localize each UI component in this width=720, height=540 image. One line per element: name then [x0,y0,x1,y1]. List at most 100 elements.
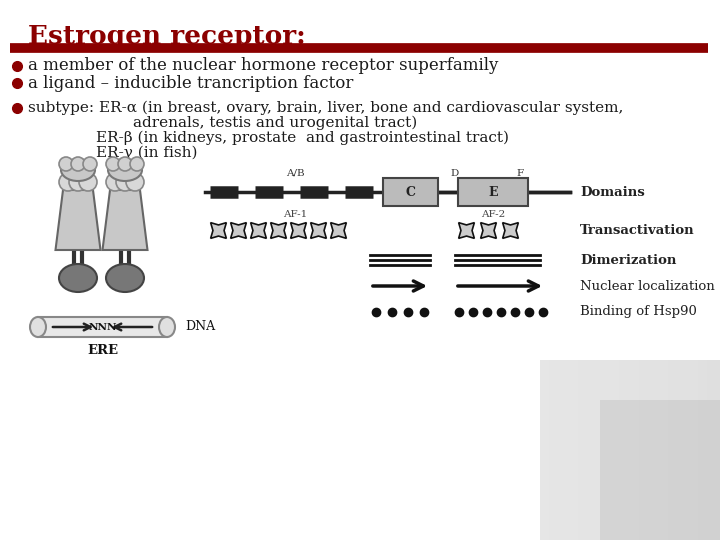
Bar [600,360,603,540]
Bar [590,360,592,540]
Bar [562,360,564,540]
Text: a ligand – inducible trancription factor: a ligand – inducible trancription factor [28,75,354,91]
Ellipse shape [108,159,142,181]
Ellipse shape [30,317,46,337]
Bar [585,360,588,540]
Bar [678,360,680,540]
Bar [578,360,580,540]
Bar [682,360,684,540]
Bar [652,360,654,540]
Bar [596,360,598,540]
Bar [540,360,542,540]
Bar [664,360,666,540]
Text: F: F [516,169,523,178]
Bar [642,360,644,540]
Text: C: C [405,186,415,199]
Bar [38,317,167,337]
Text: E: E [488,186,498,199]
Bar [556,360,558,540]
Circle shape [59,173,77,191]
Bar [603,360,606,540]
Circle shape [71,157,85,171]
Bar [636,360,639,540]
Bar [668,360,670,540]
Bar [714,360,716,540]
Bar [567,360,570,540]
Bar [540,360,720,540]
Bar [580,360,582,540]
Circle shape [79,173,97,191]
Text: ERE: ERE [88,344,119,357]
Bar [544,360,546,540]
Circle shape [69,173,87,191]
Bar [718,360,720,540]
Bar [670,360,672,540]
Bar [618,360,621,540]
Bar [662,360,664,540]
Bar [624,360,626,540]
Bar [672,360,675,540]
Bar [582,360,585,540]
Bar [600,400,720,540]
Bar [688,360,690,540]
Bar [704,360,706,540]
Bar [646,360,648,540]
Bar [698,360,700,540]
Text: Nuclear localization: Nuclear localization [580,280,715,293]
Bar [552,360,554,540]
Ellipse shape [159,317,175,337]
Bar [592,360,594,540]
Bar [628,360,630,540]
Text: Dimerization: Dimerization [580,253,676,267]
Text: AF-2: AF-2 [481,210,505,219]
Bar [626,360,628,540]
Bar [594,360,596,540]
Bar [572,360,574,540]
Bar [608,360,610,540]
Text: NNN: NNN [89,322,117,332]
Bar [660,360,662,540]
Bar [549,360,552,540]
Text: Domains: Domains [580,186,644,199]
Ellipse shape [61,159,95,181]
Bar [606,360,608,540]
Bar [546,360,549,540]
Bar [657,360,660,540]
Bar [554,360,556,540]
Bar [708,360,711,540]
Bar [686,360,688,540]
Bar [706,360,708,540]
Bar [639,360,642,540]
Bar [616,360,618,540]
Bar [632,360,634,540]
Bar [634,360,636,540]
Bar [612,360,614,540]
Polygon shape [102,190,148,250]
Bar [614,360,616,540]
Text: Transactivation: Transactivation [580,224,695,237]
Bar [693,360,696,540]
Bar [542,360,544,540]
Text: Estrogen receptor:: Estrogen receptor: [28,24,306,49]
Circle shape [126,173,144,191]
Circle shape [106,173,124,191]
Circle shape [83,157,97,171]
Bar [576,360,578,540]
Text: ER-β (in kidneys, prostate  and gastrointestinal tract): ER-β (in kidneys, prostate and gastroint… [96,131,509,145]
Text: D: D [451,169,459,178]
Bar [574,360,576,540]
Bar [644,360,646,540]
Circle shape [59,157,73,171]
Text: ER-γ (in fish): ER-γ (in fish) [96,146,197,160]
Circle shape [130,157,144,171]
Bar [560,360,562,540]
Bar [666,360,668,540]
Bar [570,360,572,540]
Bar [588,360,590,540]
Bar [458,178,528,206]
Bar [621,360,624,540]
Bar [648,360,650,540]
Text: Binding of Hsp90: Binding of Hsp90 [580,306,697,319]
Circle shape [118,157,132,171]
Bar [675,360,678,540]
